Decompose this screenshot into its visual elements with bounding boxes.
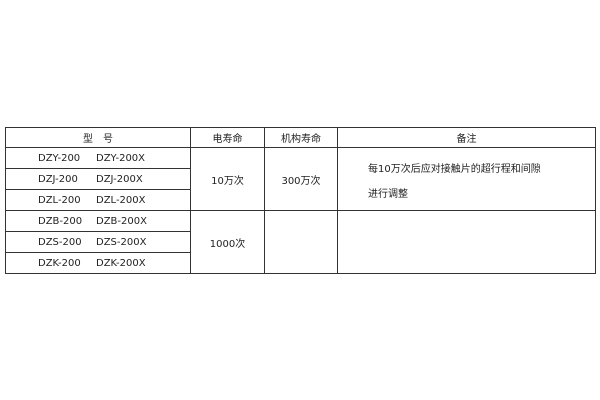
electrical-life-cell: 10万次 — [190, 147, 265, 211]
model: DZY-200 — [38, 152, 81, 164]
model-cell: DZL-200 DZL-200X — [5, 189, 191, 211]
table-row: DZK-200 DZK-200X — [5, 252, 596, 274]
table-row: DZB-200 DZB-200X 1000次 — [5, 210, 596, 274]
model-x: DZL-200X — [96, 194, 146, 206]
model-cell: DZK-200 DZK-200X — [5, 252, 191, 274]
table-row: DZY-200 DZY-200X 10万次 300万次 每10万次后应对接触片的超… — [5, 147, 596, 211]
note-line: 每10万次后应对接触片的超行程和间隙 — [368, 164, 541, 175]
model-cell: DZB-200 DZB-200X — [5, 210, 191, 232]
electrical-life-cell: 1000次 — [190, 210, 265, 274]
header-note: 备注 — [337, 127, 596, 148]
model-cell: DZJ-200 DZJ-200X — [5, 168, 191, 190]
header-row: 型 号 电寿命 机构寿命 备注 — [5, 127, 596, 148]
model-x: DZS-200X — [96, 236, 147, 248]
mechanical-life-cell: 300万次 — [264, 147, 338, 211]
model-x: DZY-200X — [96, 152, 146, 164]
model-x: DZB-200X — [96, 215, 147, 227]
model: DZK-200 — [38, 257, 81, 269]
model-cell: DZS-200 DZS-200X — [5, 231, 191, 253]
model-x: DZK-200X — [96, 257, 146, 269]
header-electrical-life: 电寿命 — [190, 127, 265, 148]
mechanical-life-cell — [264, 210, 338, 274]
model: DZS-200 — [38, 236, 82, 248]
specs-table: 型 号 电寿命 机构寿命 备注 DZY-200 DZY-200X 10万次 300… — [5, 127, 596, 274]
note-line: 进行调整 — [368, 189, 408, 200]
model: DZJ-200 — [38, 173, 78, 185]
model: DZB-200 — [38, 215, 83, 227]
note-cell — [337, 210, 596, 274]
note-cell: 每10万次后应对接触片的超行程和间隙 进行调整 — [337, 147, 596, 211]
model-x: DZJ-200X — [96, 173, 143, 185]
header-mechanical-life: 机构寿命 — [264, 127, 338, 148]
model: DZL-200 — [38, 194, 81, 206]
model-cell: DZY-200 DZY-200X — [5, 147, 191, 169]
header-model: 型 号 — [5, 127, 191, 148]
